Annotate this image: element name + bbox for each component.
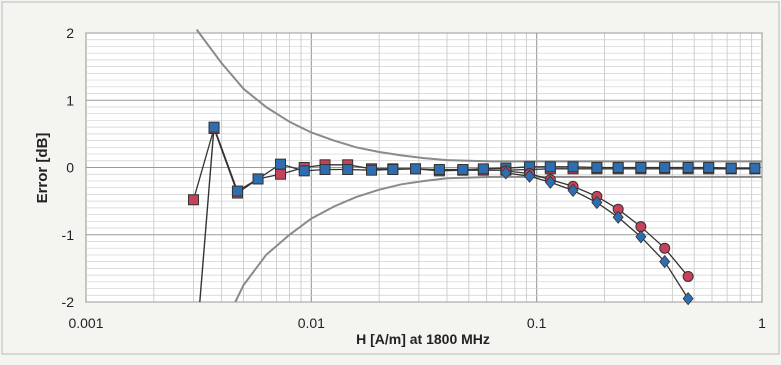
- data-point-square: [635, 162, 647, 173]
- grid: [85, 32, 763, 303]
- data-point-square: [188, 194, 200, 206]
- y-tick-label: -1: [62, 227, 75, 243]
- bound-line: [195, 29, 762, 163]
- data-point-square: [275, 158, 287, 170]
- data-point-diamond: [659, 255, 671, 269]
- data-point-square: [567, 161, 579, 173]
- data-point-diamond: [591, 195, 603, 210]
- data-point-square: [252, 173, 264, 185]
- data-point-square: [749, 162, 761, 174]
- data-point-square: [208, 121, 220, 133]
- data-point-square: [544, 161, 556, 173]
- y-tick-label: 0: [66, 160, 74, 176]
- data-point-diamond: [500, 166, 512, 180]
- data-point-square: [342, 164, 354, 176]
- y-axis-label: Error [dB]: [34, 133, 51, 204]
- data-point-square: [477, 163, 489, 175]
- data-point-circle: [682, 270, 694, 282]
- x-tick-label: 0.1: [527, 315, 547, 331]
- data-point-square: [275, 168, 287, 180]
- data-series: [188, 121, 761, 306]
- data-point-square: [703, 162, 715, 173]
- data-point-square: [298, 165, 310, 177]
- data-point-square: [319, 164, 331, 176]
- x-tick-label: 0.01: [298, 315, 325, 331]
- data-point-diamond: [567, 183, 579, 197]
- y-tick-label: 2: [66, 25, 74, 41]
- data-point-square: [725, 162, 737, 174]
- x-tick-label: 0.001: [68, 315, 103, 331]
- data-point-square: [433, 164, 445, 176]
- data-point-square: [682, 162, 694, 173]
- tick-labels: 0.001 0.01 0.1 1 2 1 0 -1 -2: [62, 25, 767, 331]
- data-point-square: [591, 162, 603, 173]
- data-point-diamond: [544, 175, 556, 189]
- data-point-square: [387, 164, 399, 176]
- data-point-square: [659, 162, 671, 173]
- data-point-square: [410, 163, 422, 175]
- data-point-diamond: [682, 292, 694, 306]
- data-point-square: [612, 162, 624, 173]
- data-point-square: [457, 164, 469, 176]
- data-point-square: [231, 185, 243, 197]
- y-tick-label: -2: [62, 294, 75, 310]
- data-point-circle: [659, 242, 671, 254]
- bound-line: [199, 127, 215, 303]
- y-tick-label: 1: [66, 92, 74, 108]
- data-point-square: [366, 164, 378, 176]
- data-point-diamond: [524, 169, 536, 183]
- x-tick-label: 1: [758, 315, 766, 331]
- data-point-diamond: [635, 230, 647, 244]
- x-axis-label: H [A/m] at 1800 MHz: [356, 331, 490, 347]
- data-point-diamond: [612, 210, 624, 224]
